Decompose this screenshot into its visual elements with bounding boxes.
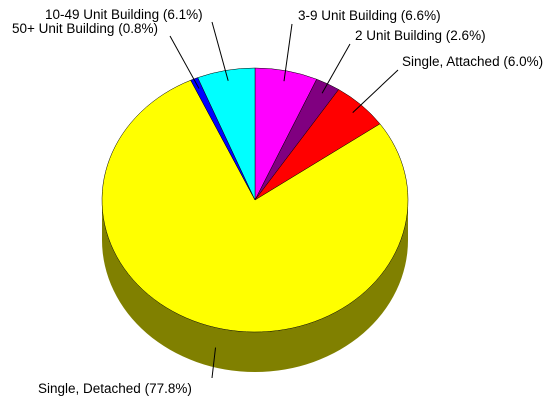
leader-line-3: [211, 347, 217, 379]
pie-slice-single-detached: [101, 79, 409, 333]
pie-side-single-detached: [102, 200, 408, 372]
slice-label-50-unit-building: 50+ Unit Building (0.8%): [12, 21, 158, 36]
slice-label-3-9-unit-building: 3-9 Unit Building (6.6%): [298, 8, 441, 23]
slice-labels: 3-9 Unit Building (6.6%) 2 Unit Building …: [12, 7, 543, 396]
leader-line-2: [352, 69, 399, 113]
slice-label-10-49-unit-building: 10-49 Unit Building (6.1%): [45, 7, 203, 22]
leader-lines: [169, 21, 399, 379]
slice-label-single-detached: Single, Detached (77.8%): [38, 381, 192, 396]
leader-line-5: [211, 21, 229, 81]
slice-label-2-unit-building: 2 Unit Building (2.6%): [355, 28, 486, 43]
pie-depth-sides: [102, 200, 408, 372]
pie-slices: [101, 67, 409, 333]
leader-line-4: [169, 35, 200, 89]
leader-line-0: [283, 23, 293, 82]
leader-line-1: [321, 43, 351, 94]
slice-label-single-attached: Single, Attached (6.0%): [402, 54, 543, 69]
